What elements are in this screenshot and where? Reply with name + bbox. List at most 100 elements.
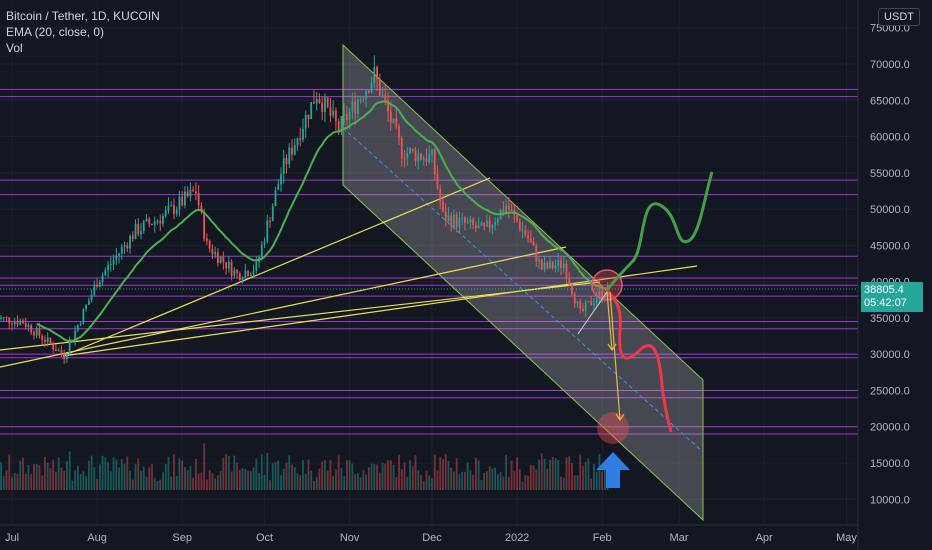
volume-bar (247, 470, 249, 490)
volume-bar (389, 460, 392, 490)
volume-bar (584, 461, 587, 490)
bullish-forecast-path[interactable] (605, 171, 714, 291)
candle-body (19, 320, 22, 325)
projection-arrow[interactable] (606, 291, 613, 351)
projection-arrow[interactable] (609, 291, 621, 421)
volume-bar (505, 454, 507, 490)
volume-bar (329, 459, 332, 490)
trend-line[interactable] (62, 265, 698, 357)
candle-body (266, 220, 269, 242)
candle-body (82, 309, 85, 324)
volume-bar (324, 459, 326, 490)
candle-body (291, 147, 293, 155)
candle-body (433, 149, 436, 175)
up-arrow-icon[interactable] (596, 452, 630, 488)
time-tick-label: Dec (422, 532, 442, 544)
volume-bar (33, 463, 35, 490)
volume-bar (475, 457, 477, 490)
candle-body (74, 330, 77, 341)
volume-bar (590, 478, 593, 490)
volume-bar (335, 469, 337, 490)
volume-bar (192, 477, 195, 490)
candle-body (532, 242, 535, 246)
candle-body (590, 301, 593, 306)
volume-bar (351, 463, 354, 490)
volume-bar (560, 476, 562, 490)
volume-bar (321, 461, 324, 490)
price-axis[interactable] (858, 0, 932, 525)
volume-bar (466, 462, 469, 490)
trend-line[interactable] (0, 281, 601, 351)
target-circle[interactable] (591, 269, 623, 301)
candle-body (458, 217, 461, 227)
volume-bar (74, 470, 77, 490)
trend-line[interactable] (0, 246, 567, 368)
time-tick-label: Aug (87, 532, 107, 544)
volume-bar (488, 466, 491, 490)
volume-bar (11, 476, 13, 490)
trend-line[interactable] (62, 177, 491, 357)
volume-bar (337, 455, 340, 490)
volume-bar (288, 455, 291, 490)
volume-bar (129, 470, 131, 490)
price-tick-label: 70000.0 (870, 59, 910, 71)
bearish-forecast-path[interactable] (605, 289, 673, 433)
volume-bar (8, 454, 11, 490)
price-tick-label: 65000.0 (870, 95, 910, 107)
candle-body (604, 296, 606, 299)
volume-bar (450, 467, 453, 490)
candle-body (44, 339, 46, 343)
candle-body (277, 184, 280, 190)
candle-body (85, 304, 88, 310)
candle-body (527, 235, 529, 239)
volume-bar (483, 472, 486, 490)
pattern-line[interactable] (577, 291, 608, 335)
candle-body (343, 114, 346, 117)
volume-bar (367, 467, 370, 490)
candle-body (271, 205, 274, 222)
candle-body (485, 220, 488, 227)
volume-bar (400, 469, 403, 490)
currency-label[interactable]: USDT (878, 8, 920, 26)
drawing-annotations[interactable] (577, 171, 714, 488)
volume-indicator-label[interactable]: Vol (6, 41, 23, 55)
volume-bar (455, 458, 458, 490)
volume-bar (184, 466, 186, 490)
candle-body (453, 214, 455, 227)
candle-body (505, 205, 507, 213)
volume-bar (507, 477, 510, 490)
volume-bar (82, 471, 85, 490)
descending-channel[interactable] (342, 43, 704, 522)
candle-body (76, 324, 79, 331)
volume-bar (516, 457, 518, 490)
volume-bar (604, 467, 606, 490)
volume-bar (378, 472, 381, 490)
volume-bar (293, 467, 296, 490)
volume-bar (142, 466, 145, 490)
volume-bar (230, 471, 233, 490)
candle-body (406, 152, 409, 159)
volume-bar (551, 457, 554, 490)
volume-bar (238, 469, 241, 490)
volume-bar (345, 460, 348, 490)
trend-lines[interactable] (0, 177, 698, 368)
price-tick-label: 25000.0 (870, 385, 910, 397)
candle-body (11, 323, 13, 325)
candle-body (477, 225, 480, 229)
price-tick-label: 55000.0 (870, 168, 910, 180)
candle-body (159, 220, 162, 224)
volume-bar (22, 457, 24, 490)
volume-bar (38, 465, 41, 490)
candle-body (483, 222, 486, 227)
volume-bar (453, 471, 455, 490)
chart-legend: Bitcoin / Tether, 1D, KUCOIN EMA (20, cl… (6, 8, 160, 56)
candle-body (63, 353, 66, 360)
candle-body (269, 220, 271, 222)
time-axis[interactable] (0, 525, 858, 550)
target-circle[interactable] (597, 412, 629, 444)
ema-indicator-label[interactable]: EMA (20, close, 0) (6, 25, 105, 39)
symbol-title[interactable]: Bitcoin / Tether, 1D, KUCOIN (6, 9, 160, 23)
candle-body (8, 317, 11, 324)
volume-bar (464, 471, 466, 490)
